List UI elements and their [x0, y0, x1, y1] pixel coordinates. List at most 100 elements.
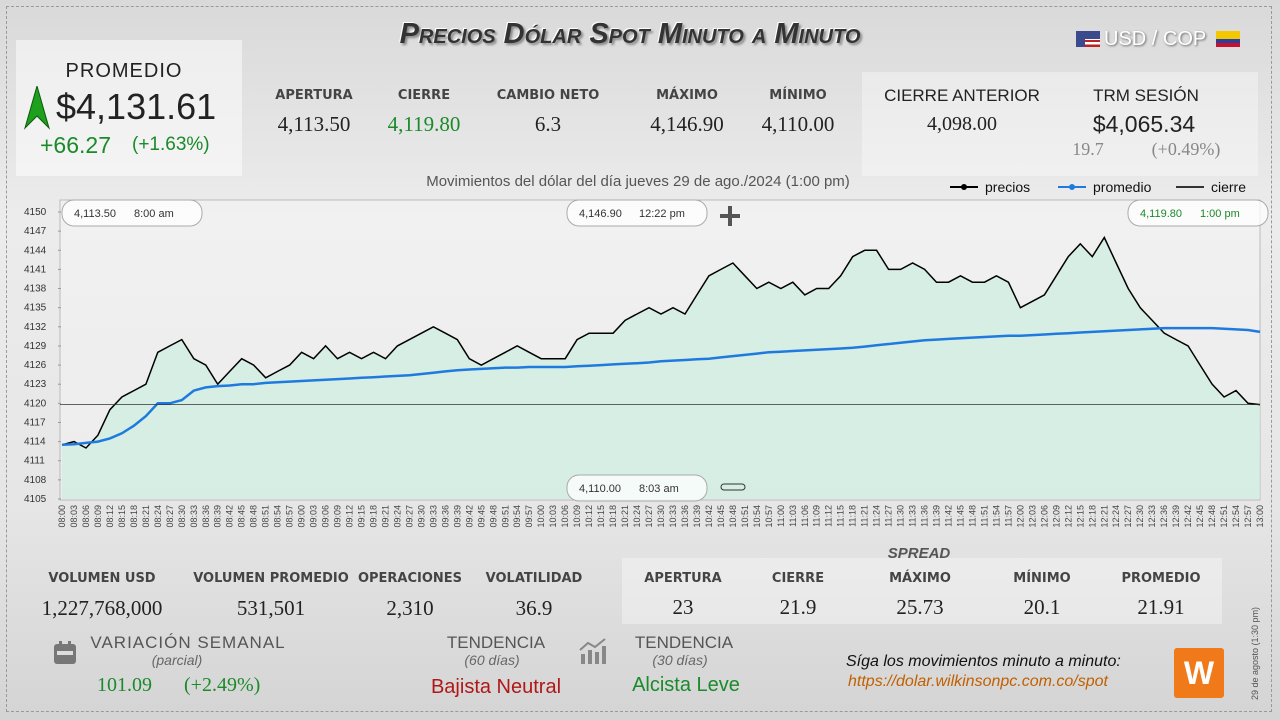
- annotation-box: [1127, 199, 1269, 227]
- up-arrow: [24, 86, 50, 130]
- x-tick-label: 08:57: [285, 505, 295, 528]
- spread-label: MÍNIMO: [1013, 571, 1071, 586]
- y-tick-label: 4111: [24, 456, 45, 467]
- x-tick-label: 08:09: [93, 505, 103, 528]
- trm-value: $4,065.34: [1092, 111, 1196, 137]
- x-tick-label: 08:45: [237, 505, 247, 528]
- trend60-value: Bajista Neutral: [430, 676, 562, 698]
- x-tick-label: 10:48: [728, 505, 738, 528]
- y-tick-label: 4126: [24, 360, 47, 371]
- x-tick-label: 12:54: [1231, 505, 1241, 528]
- x-tick-label: 09:45: [476, 505, 486, 528]
- footer-url[interactable]: https://dolar.wilkinsonpc.com.co/spot: [848, 673, 1108, 690]
- x-tick-label: 12:24: [1111, 505, 1121, 528]
- y-tick-label: 4135: [24, 303, 47, 314]
- legend-dot: [1069, 184, 1075, 190]
- trend30-sub: (30 días): [652, 652, 708, 668]
- spread-value: 23: [672, 595, 694, 619]
- annotation-time: 8:00 am: [134, 208, 174, 220]
- y-tick-label: 4147: [24, 226, 47, 237]
- spread-title: SPREAD: [887, 545, 951, 562]
- trm-label: TRM SESIÓN: [1093, 86, 1199, 105]
- trend30-value: Alcista Leve: [632, 674, 740, 696]
- chart-subtitle: Movimientos del dólar del día jueves 29 …: [426, 173, 850, 190]
- x-tick-label: 09:18: [368, 505, 378, 528]
- stat-value: 6.3: [534, 112, 562, 136]
- y-tick-label: 4105: [24, 494, 47, 505]
- logo: W: [1174, 648, 1224, 698]
- x-tick-label: 10:54: [752, 505, 762, 528]
- price-area: [62, 237, 1260, 499]
- x-tick-label: 08:48: [249, 505, 259, 528]
- x-tick-label: 08:12: [105, 505, 115, 528]
- x-tick-label: 11:51: [979, 505, 989, 527]
- weekly-sub: (parcial): [151, 652, 203, 668]
- spread-value: 20.1: [1023, 595, 1061, 619]
- x-tick-label: 11:15: [836, 505, 846, 527]
- x-tick-label: 09:24: [392, 505, 402, 528]
- x-tick-label: 11:30: [896, 505, 906, 527]
- title: Precios Dólar Spot Minuto a Minuto: [399, 18, 861, 50]
- volume-value: 531,501: [236, 596, 306, 620]
- x-tick-label: 08:42: [225, 505, 235, 528]
- x-tick-label: 12:06: [1039, 505, 1049, 528]
- stat-value: 4,110.00: [761, 112, 835, 136]
- annotation-box: [566, 199, 708, 227]
- x-tick-label: 11:57: [1003, 505, 1013, 527]
- x-tick-label: 12:18: [1087, 505, 1097, 528]
- x-tick-label: 08:33: [189, 505, 199, 528]
- x-tick-label: 09:54: [512, 505, 522, 528]
- x-tick-label: 09:15: [357, 505, 367, 528]
- footer-text: Síga los movimientos minuto a minuto:: [846, 653, 1121, 670]
- annotation-price: 4,119.80: [1140, 208, 1182, 220]
- x-tick-label: 10:18: [608, 505, 618, 528]
- weekly-label: VARIACIÓN SEMANAL: [90, 633, 286, 652]
- x-tick-label: 12:36: [1159, 505, 1169, 528]
- x-tick-label: 10:03: [548, 505, 558, 528]
- x-tick-label: 11:00: [776, 505, 786, 527]
- volume-label: VOLUMEN PROMEDIO: [193, 571, 349, 586]
- x-tick-label: 13:00: [1255, 505, 1265, 528]
- x-tick-label: 11:12: [824, 505, 834, 527]
- stat-label: CIERRE: [397, 88, 451, 103]
- trend30-label: TENDENCIA: [634, 633, 734, 652]
- annotation-box: [566, 474, 708, 502]
- x-tick-label: 11:03: [788, 505, 798, 527]
- promedio-box: [16, 40, 242, 176]
- legend-label: promedio: [1093, 179, 1152, 195]
- stat-label: MÁXIMO: [656, 88, 718, 103]
- crosshair: [720, 206, 740, 226]
- x-tick-label: 11:27: [884, 505, 894, 527]
- previous-value: 4,098.00: [927, 113, 997, 135]
- weekly-value: 101.09: [97, 674, 152, 696]
- volume-value: 2,310: [386, 596, 434, 620]
- y-tick-label: 4144: [24, 245, 47, 256]
- co-flag: [1216, 31, 1240, 47]
- spread-value: 21.9: [779, 595, 817, 619]
- x-tick-label: 08:24: [153, 505, 163, 528]
- legend-label: precios: [985, 179, 1030, 195]
- stat-value: 4,113.50: [277, 112, 351, 136]
- x-tick-label: 09:00: [297, 505, 307, 528]
- x-tick-label: 08:39: [213, 505, 223, 528]
- x-tick-label: 12:00: [1015, 505, 1025, 528]
- annotation-price: 4,110.00: [579, 483, 621, 495]
- x-tick-label: 12:09: [1051, 505, 1061, 528]
- x-tick-label: 09:36: [440, 505, 450, 528]
- x-tick-label: 10:15: [596, 505, 606, 528]
- promedio-change: +66.27: [40, 132, 111, 158]
- y-tick-label: 4114: [24, 437, 46, 448]
- x-tick-label: 08:27: [165, 505, 175, 528]
- y-tick-label: 4120: [24, 398, 47, 409]
- x-tick-label: 10:24: [632, 505, 642, 528]
- x-tick-label: 11:09: [812, 505, 822, 527]
- x-tick-label: 09:42: [464, 505, 474, 528]
- x-tick-label: 10:12: [584, 505, 594, 528]
- x-tick-label: 10:39: [692, 505, 702, 528]
- x-tick-label: 08:03: [69, 505, 79, 528]
- y-tick-label: 4117: [24, 417, 46, 428]
- x-tick-label: 08:36: [201, 505, 211, 528]
- x-tick-label: 11:54: [991, 505, 1001, 527]
- x-tick-label: 10:21: [620, 505, 630, 528]
